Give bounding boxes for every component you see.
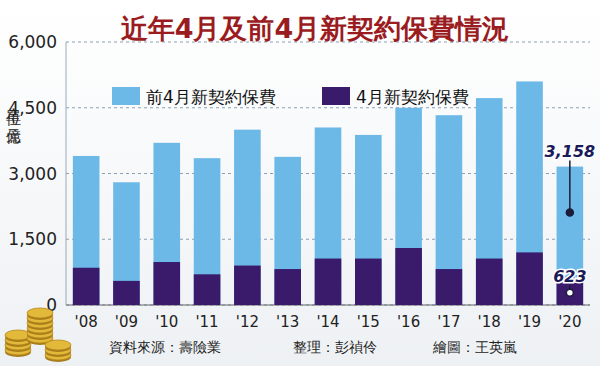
bar	[436, 115, 463, 305]
y-tick-label: 1,500	[8, 229, 57, 249]
callout-line	[569, 161, 571, 213]
bar	[234, 130, 261, 305]
y-tick-label: 3,000	[8, 164, 57, 184]
callout-dot	[566, 209, 573, 216]
background	[0, 0, 600, 366]
bar	[73, 156, 100, 305]
chart: 近年4月及前4月新契約保費情況單位：億元01,5003,0004,5006,00…	[0, 0, 600, 366]
bar	[315, 259, 342, 305]
y-tick-label: 6,000	[8, 32, 57, 52]
x-tick-label: '19	[518, 313, 541, 331]
bar	[516, 252, 543, 305]
x-tick-label: '11	[195, 313, 218, 331]
x-tick-label: '14	[316, 313, 339, 331]
footer-text: 繪圖：王英嵐	[432, 339, 517, 355]
y-tick-label: 4,500	[8, 98, 57, 118]
x-tick-label: '09	[115, 313, 138, 331]
coin	[27, 308, 53, 318]
bar	[153, 143, 180, 305]
x-tick-label: '18	[478, 313, 501, 331]
x-tick-label: '13	[276, 313, 299, 331]
y-axis-line	[66, 42, 67, 305]
bar	[395, 248, 422, 305]
bar	[355, 135, 382, 305]
title: 近年4月及前4月新契約保費情況	[121, 13, 510, 44]
bar	[113, 281, 140, 305]
data-label: 3,158	[545, 142, 596, 161]
bar	[274, 157, 301, 305]
legend-swatch	[322, 87, 350, 105]
coins-decoration	[5, 308, 71, 362]
bar	[113, 182, 140, 305]
legend-label: 前4月新契約保費	[146, 87, 276, 107]
x-tick-label: '15	[357, 313, 380, 331]
coin	[45, 340, 71, 350]
x-tick-label: '10	[155, 313, 178, 331]
grid-line	[66, 42, 590, 43]
bar	[436, 269, 463, 305]
x-tick-label: '12	[236, 313, 259, 331]
bar	[153, 262, 180, 305]
bars	[73, 81, 583, 305]
data-label: 623	[553, 267, 586, 286]
bar	[234, 266, 261, 305]
callout-dot	[566, 289, 573, 296]
bar	[355, 259, 382, 305]
bar	[73, 268, 100, 305]
bar	[395, 108, 422, 305]
x-tick-label: '20	[558, 313, 581, 331]
bar	[274, 269, 301, 305]
bar	[476, 259, 503, 305]
legend-swatch	[112, 87, 140, 105]
footer-text: 整理：彭禎伶	[293, 339, 377, 355]
bar	[194, 274, 221, 305]
grid-line	[66, 107, 590, 108]
legend-label: 4月新契約保費	[356, 87, 469, 107]
x-tick-label: '08	[75, 313, 98, 331]
bar	[476, 98, 503, 305]
x-tick-label: '16	[397, 313, 420, 331]
bar	[194, 158, 221, 305]
footer-text: 資料來源：壽險業	[109, 339, 221, 355]
bar	[315, 127, 342, 305]
x-tick-label: '17	[437, 313, 460, 331]
bar	[516, 81, 543, 305]
